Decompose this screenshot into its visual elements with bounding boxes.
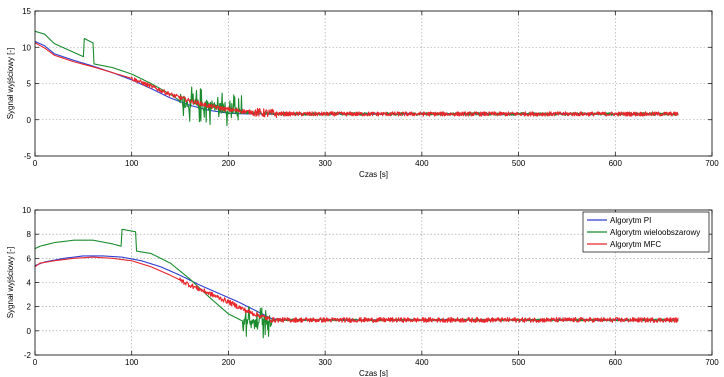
- plot-frame: [34, 209, 713, 356]
- y-tick-label: 15: [22, 7, 31, 16]
- series-line-3: [35, 256, 679, 323]
- legend-label-1: Algorytm PI: [610, 216, 651, 225]
- x-tick-label: 400: [415, 358, 429, 367]
- y-tick-label: -5: [24, 152, 32, 161]
- y-axis-label: Sygnał wyjściowy [-]: [6, 48, 15, 120]
- series-group: [35, 228, 679, 339]
- series-line-3: [35, 42, 679, 119]
- x-axis-label: Czas [s]: [359, 170, 388, 179]
- x-tick-label: 500: [512, 358, 526, 367]
- y-axis-label: Sygnał wyjściowy [-]: [6, 247, 15, 319]
- x-tick-label: 700: [705, 358, 719, 367]
- x-tick-label: 500: [512, 159, 526, 168]
- y-tick-label: 5: [27, 80, 32, 89]
- legend: Algorytm PI Algorytm wieloobszarowy Algory…: [582, 211, 710, 253]
- x-tick-label: 0: [33, 159, 38, 168]
- y-tick-label: 10: [22, 43, 31, 52]
- x-tick-label: 700: [705, 159, 719, 168]
- x-tick-label: 100: [125, 159, 139, 168]
- plot-frame: [34, 10, 713, 157]
- y-tick-label: 8: [27, 230, 32, 239]
- x-tick-label: 400: [415, 159, 429, 168]
- legend-label-3: Algorytm MFC: [610, 240, 661, 249]
- y-tick-label: 6: [27, 254, 32, 263]
- x-tick-label: 300: [318, 159, 332, 168]
- x-axis-label: Czas [s]: [359, 369, 388, 377]
- y-tick-label: 0: [27, 327, 32, 336]
- x-tick-label: 600: [609, 159, 623, 168]
- x-tick-label: 600: [609, 358, 623, 367]
- x-tick-label: 0: [33, 358, 38, 367]
- x-tick-label: 200: [222, 159, 236, 168]
- y-tick-label: -2: [24, 351, 32, 360]
- y-tick-label: 10: [22, 206, 31, 215]
- y-tick-label: 0: [27, 116, 32, 125]
- y-tick-label: 4: [27, 279, 32, 288]
- x-tick-label: 300: [318, 358, 332, 367]
- x-tick-label: 200: [222, 358, 236, 367]
- y-tick-label: 2: [27, 303, 32, 312]
- series-group: [35, 30, 679, 127]
- x-tick-label: 100: [125, 358, 139, 367]
- legend-label-2: Algorytm wieloobszarowy: [610, 228, 700, 237]
